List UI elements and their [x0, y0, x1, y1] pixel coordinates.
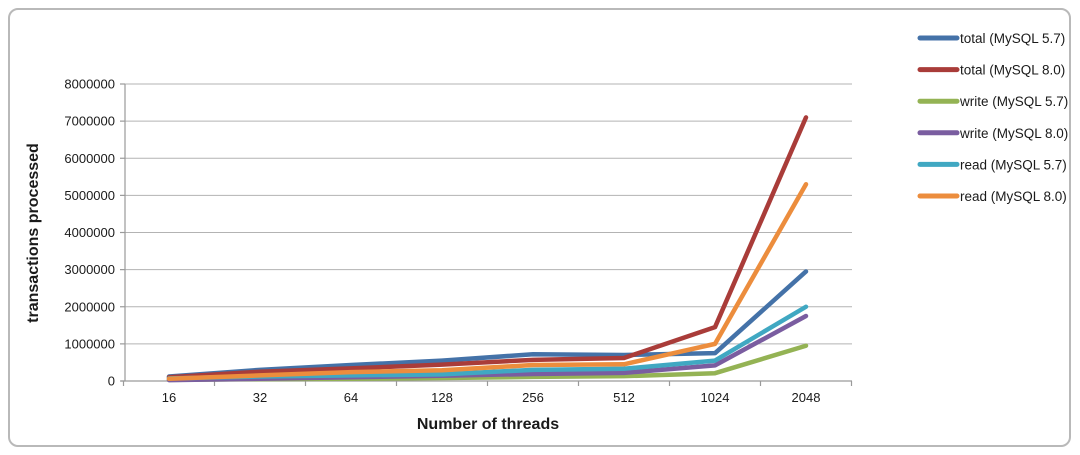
x-tick-label: 1024	[701, 390, 730, 405]
y-tick-label: 5000000	[64, 188, 115, 203]
legend-item: read (MySQL 8.0)	[917, 189, 1067, 204]
y-tick-label: 7000000	[64, 114, 115, 129]
y-axis-title: transactions processed	[25, 143, 42, 323]
series-line-total-mysql-8.0-	[166, 115, 809, 380]
legend-item: write (MySQL 8.0)	[917, 126, 1068, 141]
legend-label: total (MySQL 5.7)	[960, 31, 1065, 46]
x-tick-label: 2048	[792, 390, 821, 405]
legend-item: read (MySQL 5.7)	[917, 157, 1067, 172]
y-tick-label: 6000000	[64, 151, 115, 166]
legend: total (MySQL 5.7) total (MySQL 8.0) write …	[917, 31, 1068, 204]
y-tick-label: 4000000	[64, 225, 115, 240]
x-tick-label: 128	[431, 390, 453, 405]
y-tick-label: 1000000	[64, 336, 115, 351]
series-line-read-mysql-8.0-	[166, 181, 809, 382]
legend-label: write (MySQL 8.0)	[959, 126, 1068, 141]
x-tick-label: 256	[522, 390, 544, 405]
y-tick-label: 2000000	[64, 299, 115, 314]
legend-item: total (MySQL 5.7)	[917, 31, 1065, 46]
legend-label: total (MySQL 8.0)	[960, 63, 1065, 78]
x-tick-label: 16	[162, 390, 176, 405]
legend-label: read (MySQL 5.7)	[960, 157, 1067, 172]
gridlines	[125, 83, 852, 382]
y-tick-label: 8000000	[64, 77, 115, 92]
x-tick-label: 64	[344, 390, 358, 405]
y-tick-label: 0	[108, 374, 115, 389]
y-axis-tick-labels: 0 1000000 2000000 3000000 4000000 5000000 6000…	[64, 77, 115, 389]
series-lines	[166, 115, 809, 383]
x-axis-tick-labels: 16 32 64 128 256 512 1024 2048	[162, 390, 821, 405]
y-tick-label: 3000000	[64, 262, 115, 277]
legend-label: read (MySQL 8.0)	[960, 189, 1067, 204]
x-axis-title: Number of threads	[417, 416, 559, 433]
legend-label: write (MySQL 5.7)	[959, 94, 1068, 109]
axes	[120, 83, 853, 386]
legend-item: write (MySQL 5.7)	[917, 94, 1068, 109]
x-tick-label: 512	[613, 390, 635, 405]
legend-item: total (MySQL 8.0)	[917, 63, 1065, 78]
x-tick-label: 32	[253, 390, 267, 405]
